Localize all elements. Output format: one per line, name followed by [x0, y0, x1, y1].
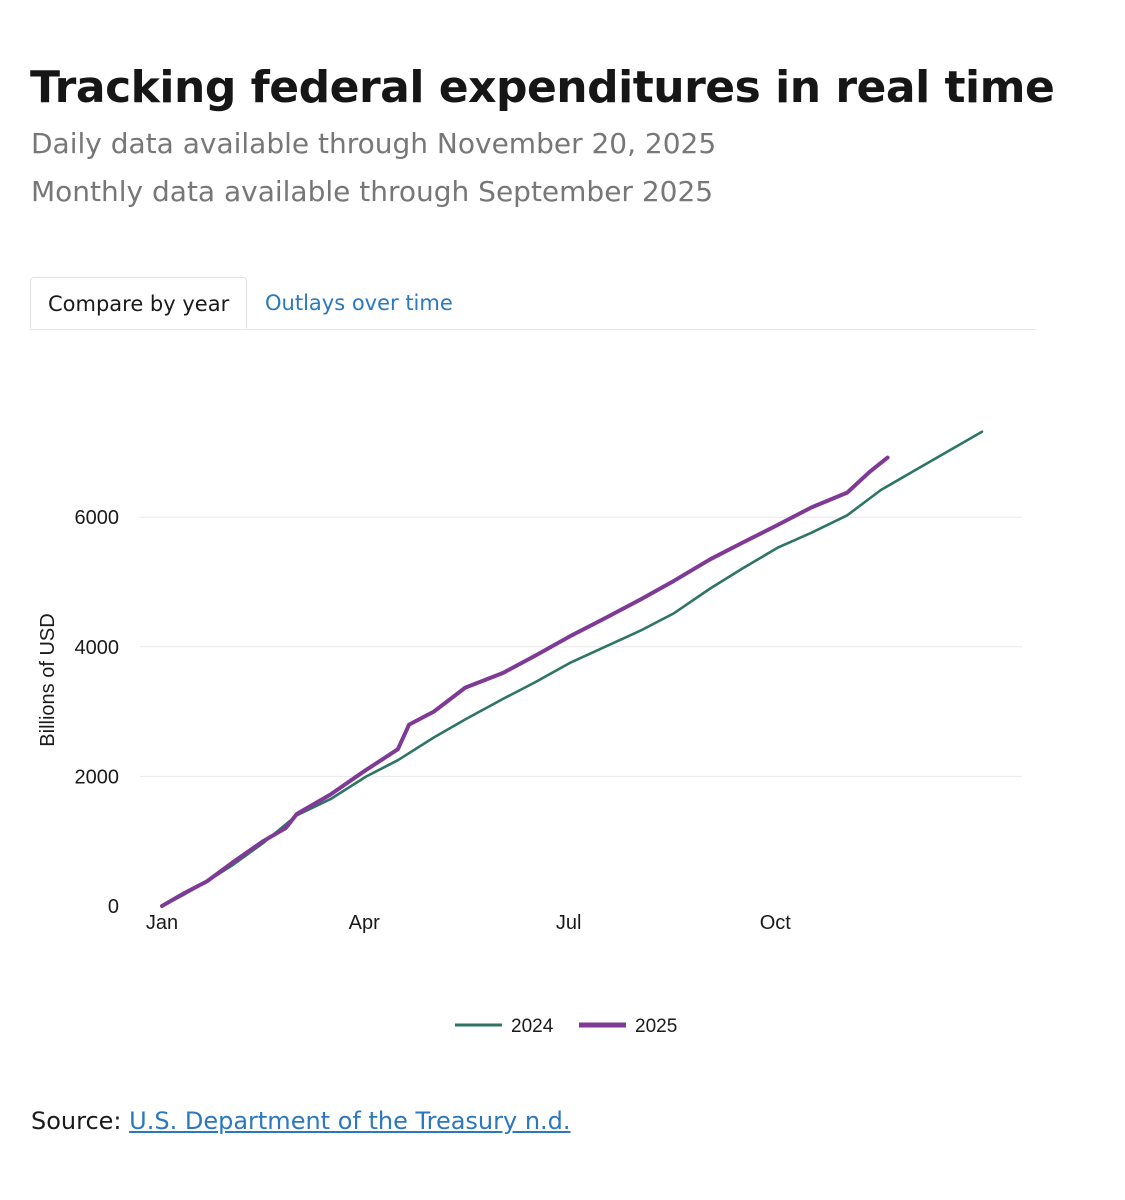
y-tick-label-2000: 2000 — [75, 766, 120, 788]
gridlines — [140, 516, 1022, 777]
legend-label-2024[interactable]: 2024 — [511, 1016, 554, 1037]
legend: 2024 2025 — [455, 1016, 677, 1037]
x-tick-label-oct: Oct — [760, 912, 792, 934]
monthly-data-note: Monthly data available through September… — [31, 175, 714, 208]
y-axis-ticks: 0 2000 4000 6000 — [75, 507, 120, 918]
legend-label-2025[interactable]: 2025 — [635, 1016, 677, 1037]
source-link[interactable]: U.S. Department of the Treasury n.d. — [129, 1107, 571, 1135]
tab-outlays-over-time[interactable]: Outlays over time — [265, 291, 453, 315]
y-tick-label-0: 0 — [108, 896, 119, 918]
x-tick-label-apr: Apr — [349, 912, 380, 934]
y-tick-label-6000: 6000 — [75, 507, 120, 529]
source-line: Source: U.S. Department of the Treasury … — [31, 1107, 571, 1135]
series-lines — [160, 430, 984, 908]
x-tick-label-jul: Jul — [556, 912, 582, 934]
tab-compare-by-year[interactable]: Compare by year — [30, 277, 248, 329]
x-tick-label-jan: Jan — [146, 912, 178, 934]
y-axis-label: Billions of USD — [37, 613, 59, 746]
page-title: Tracking federal expenditures in real ti… — [30, 62, 1055, 113]
source-label: Source: — [31, 1107, 130, 1135]
x-axis-ticks: Jan Apr Jul Oct — [146, 912, 791, 934]
y-tick-label-4000: 4000 — [75, 637, 120, 659]
series-line-2025 — [160, 455, 890, 908]
daily-data-note: Daily data available through November 20… — [31, 127, 717, 160]
expenditures-line-chart: 0 2000 4000 6000 Jan Apr Jul Oct Billions of U… — [37, 430, 1022, 1037]
chart-tabs: Compare by year Outlays over time — [30, 277, 1035, 330]
series-line-2024 — [160, 430, 984, 908]
